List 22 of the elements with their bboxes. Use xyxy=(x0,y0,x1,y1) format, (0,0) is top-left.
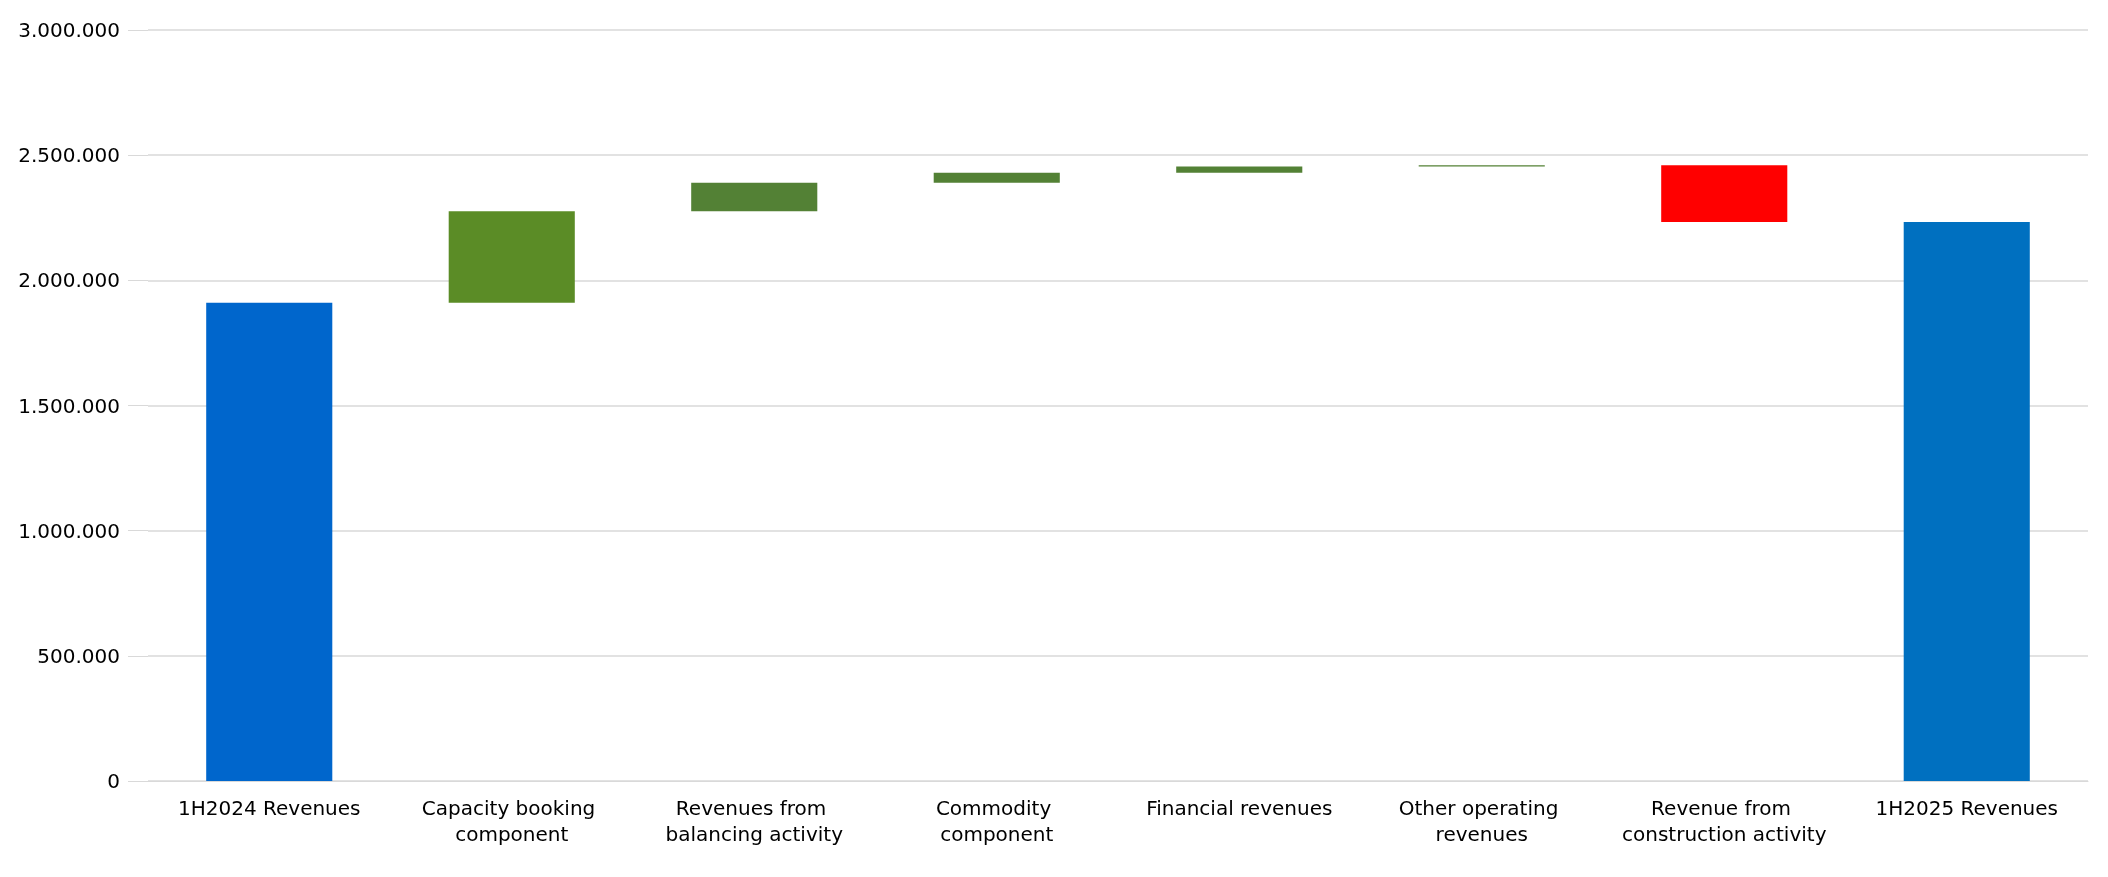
y-tick-label: 2.000.000 xyxy=(18,268,120,293)
x-tick-label: Revenue from construction activity xyxy=(1622,796,1827,846)
y-tick-label: 0 xyxy=(107,769,120,793)
y-tick-label: 500.000 xyxy=(37,643,120,668)
bar xyxy=(1661,165,1788,223)
bar xyxy=(933,172,1060,183)
y-tick-label: 1.000.000 xyxy=(18,518,120,543)
x-tick-label: 1H2025 Revenues xyxy=(1875,796,2059,820)
bar xyxy=(206,302,333,781)
bar xyxy=(1176,166,1303,173)
x-tick-label: Commodity component xyxy=(935,796,1058,846)
bar xyxy=(1903,222,2030,781)
x-tick-label: Revenues from balancing activity xyxy=(665,796,844,846)
x-tick-label: Capacity booking component xyxy=(421,796,602,846)
y-tick-label: 3.000.000 xyxy=(18,18,120,42)
bar xyxy=(448,211,575,303)
y-tick-label: 1.500.000 xyxy=(18,393,120,418)
bar xyxy=(691,182,818,212)
x-tick-label: 1H2024 Revenues xyxy=(177,796,361,820)
x-tick-label: Other operating revenues xyxy=(1398,796,1565,846)
x-tick-label: Financial revenues xyxy=(1146,796,1333,820)
y-tick-label: 2.500.000 xyxy=(18,143,120,168)
